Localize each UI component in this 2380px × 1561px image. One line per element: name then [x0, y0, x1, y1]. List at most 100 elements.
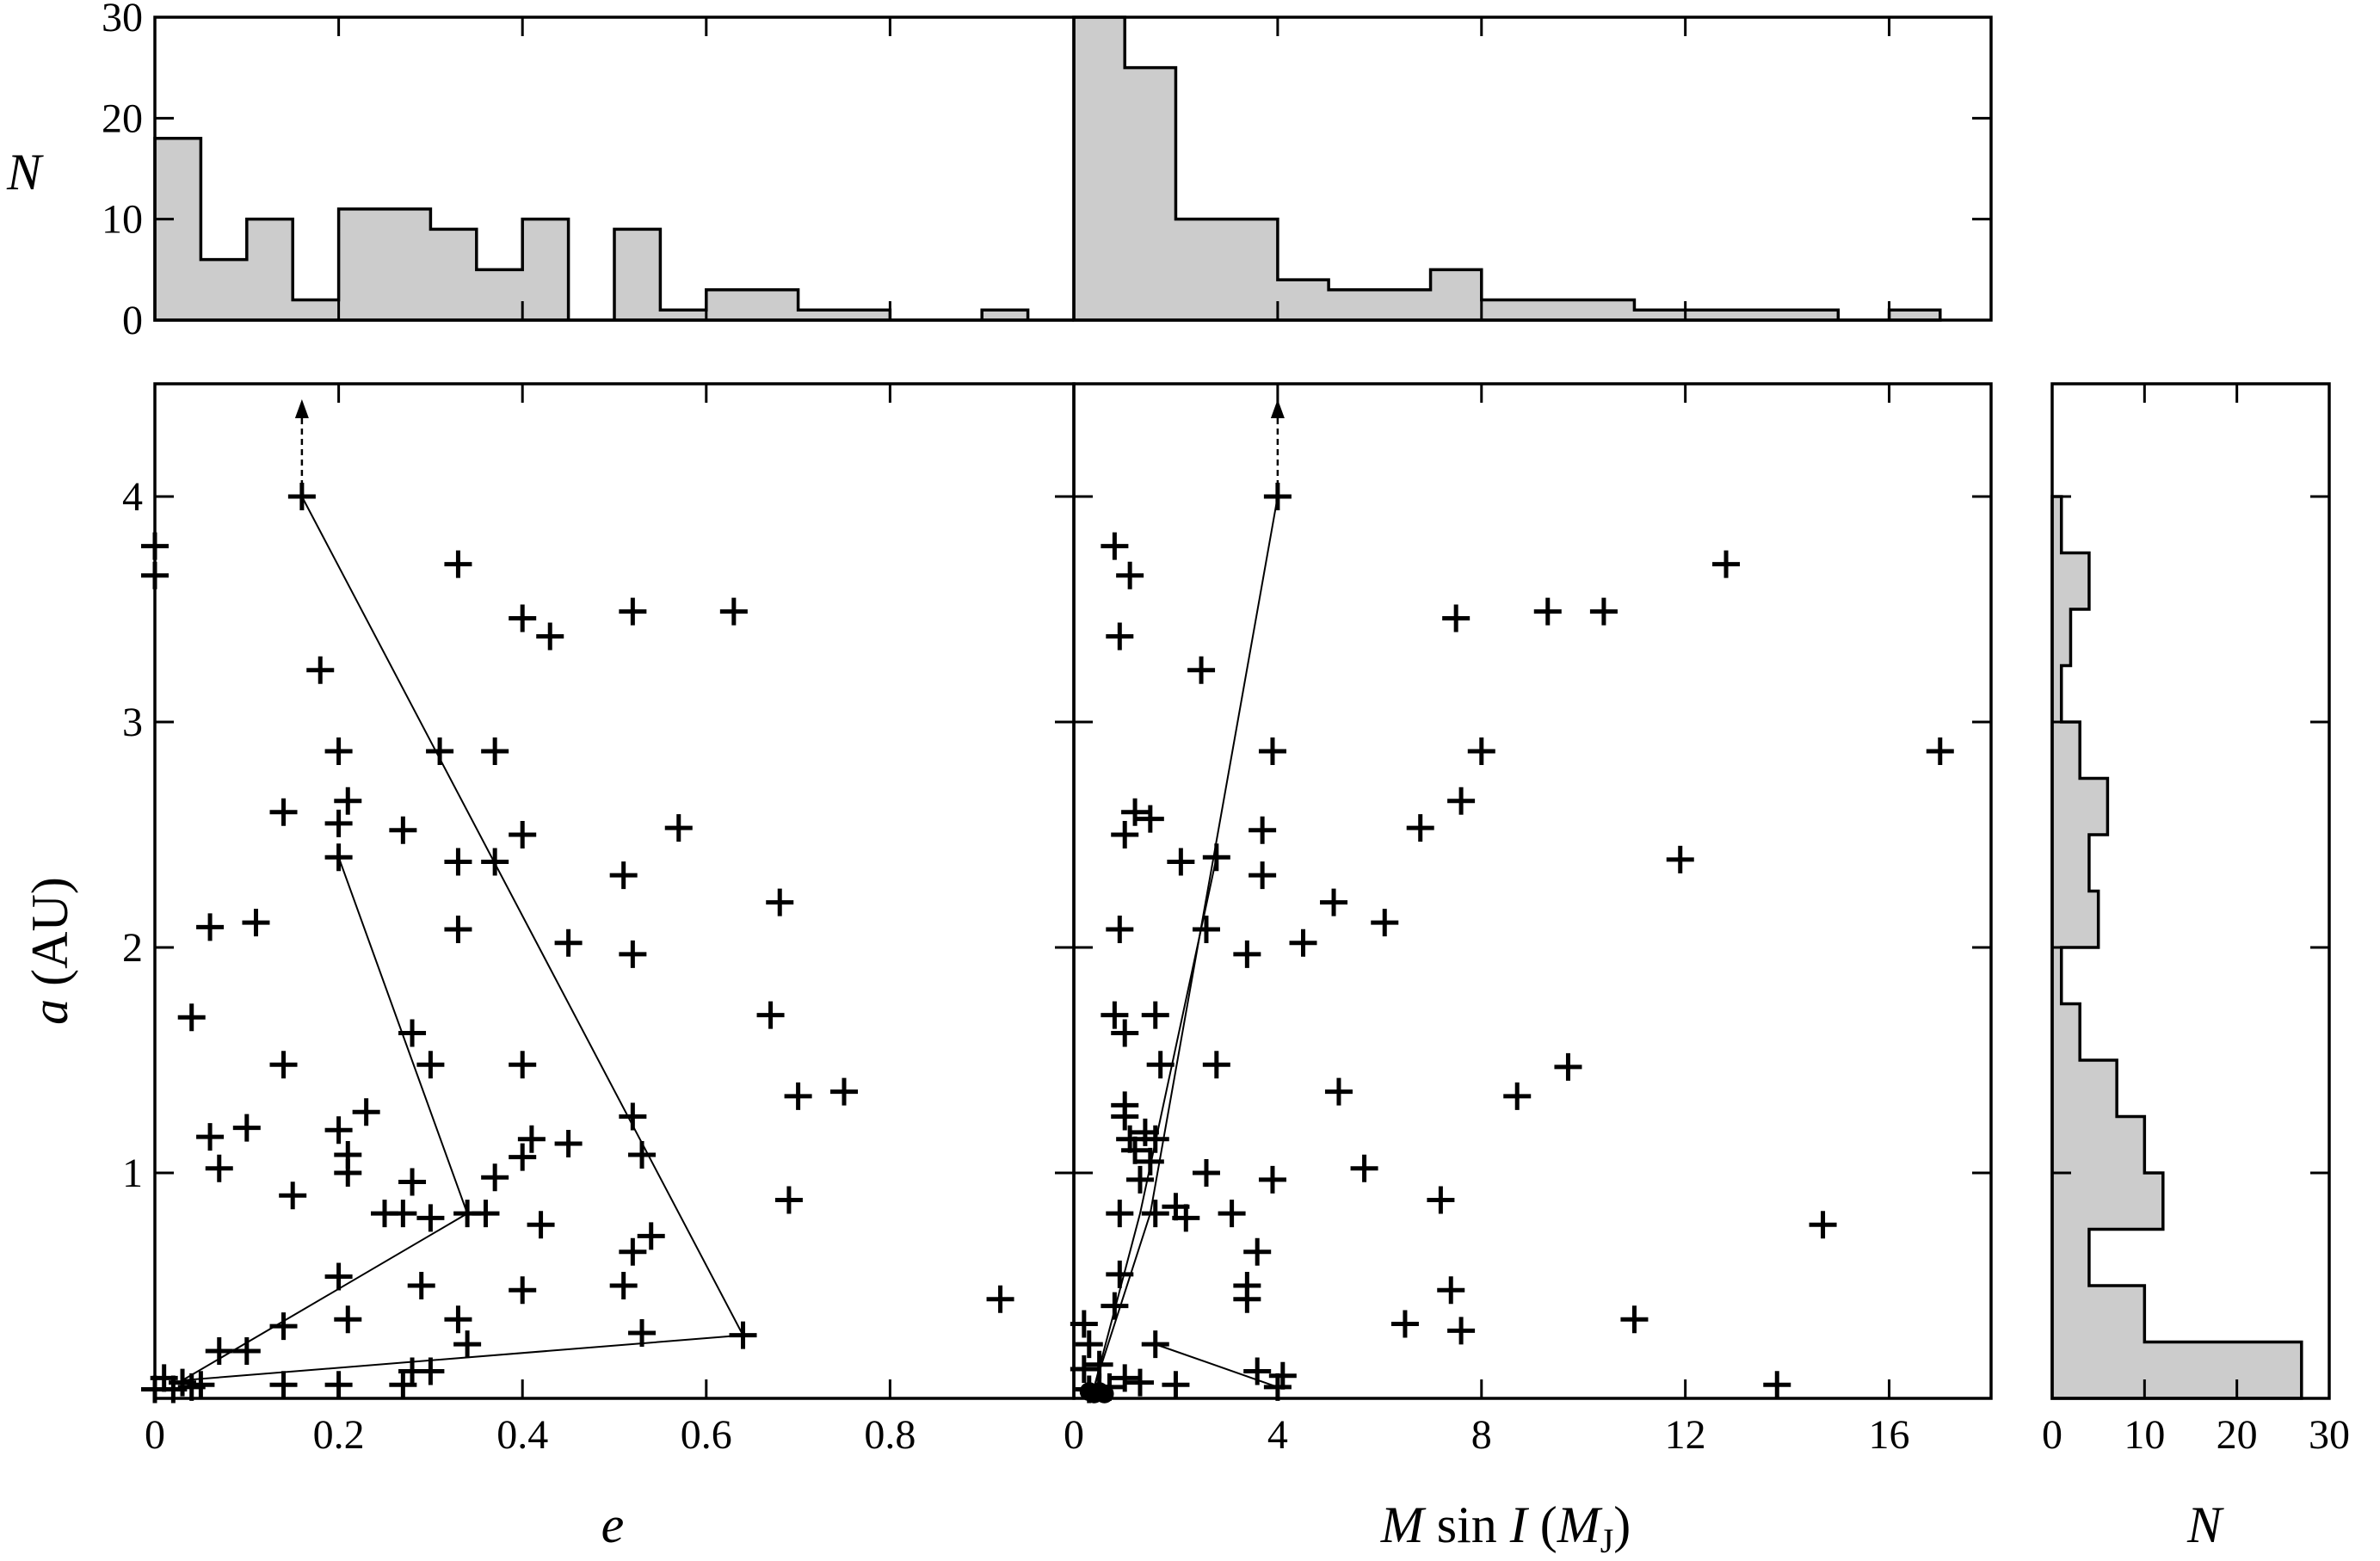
scatter-m-point — [1111, 821, 1139, 848]
scatter-e-point — [619, 940, 647, 968]
scatter-m-point — [1101, 532, 1129, 560]
scatter-m-point — [1233, 1285, 1261, 1313]
scatter-m-frame — [1072, 382, 1993, 1400]
hist-a-frame — [2050, 382, 2331, 1400]
scatter-m-point — [1111, 1364, 1139, 1392]
scatter-e-point — [481, 1163, 509, 1192]
scatter-e-track-line — [182, 856, 469, 1381]
scatter-ytick-label: 2 — [122, 925, 143, 971]
scatter-m-point — [1192, 1159, 1220, 1187]
scatter-m-point — [1070, 1354, 1098, 1383]
scatter-m-point — [1324, 1077, 1353, 1106]
scatter-e-point — [389, 816, 417, 844]
scatter-m-point — [1233, 940, 1261, 968]
scatter-m-point — [1111, 1019, 1139, 1047]
hist-top-ytick-label: 0 — [122, 298, 143, 343]
scatter-m-x-title: M sin I (MJ) — [1380, 1496, 1631, 1560]
scatter-m-point — [1136, 805, 1164, 833]
scatter-m-point-filled — [1094, 1384, 1114, 1404]
scatter-m-point — [1249, 861, 1277, 890]
scatter-m-point — [1116, 561, 1144, 589]
scatter-e-point — [756, 1001, 785, 1029]
scatter-e-point — [287, 483, 316, 510]
scatter-e-point — [426, 737, 454, 766]
scatter-e-point — [766, 888, 794, 916]
scatter-m-xtick-label: 16 — [1869, 1412, 1910, 1458]
scatter-e-point — [509, 1276, 537, 1305]
scatter-m-point — [1243, 1357, 1272, 1385]
hist-a-xtick-label: 30 — [2309, 1412, 2350, 1458]
scatter-m-point — [1447, 1317, 1476, 1345]
scatter-e-xtick-label: 0 — [145, 1412, 165, 1458]
scatter-m-point — [1202, 1051, 1230, 1079]
scatter-ytick-label: 4 — [122, 474, 143, 520]
hist-e-bars — [153, 137, 1074, 322]
hist-a-xtick-label: 10 — [2124, 1412, 2165, 1458]
scatter-m-track-line — [1093, 856, 1218, 1388]
scatter-e-point — [509, 604, 537, 632]
scatter-m-point — [1249, 816, 1277, 844]
scatter-e-point — [664, 814, 693, 842]
hist-m-bars — [1072, 15, 1942, 322]
scatter-ytick-label: 3 — [122, 700, 143, 745]
scatter-e-point — [324, 1371, 353, 1399]
hist-a-x-title: N — [2186, 1496, 2224, 1553]
scatter-e-point — [232, 1336, 261, 1365]
scatter-e-track-line — [182, 496, 745, 1382]
scatter-e-point — [719, 597, 748, 626]
scatter-e-point — [416, 1204, 445, 1232]
hist-top-ytick-label: 30 — [102, 0, 143, 40]
scatter-e-point — [444, 848, 472, 876]
scatter-m-point — [1390, 1310, 1419, 1338]
scatter-e-xtick-label: 0.4 — [496, 1412, 548, 1458]
scatter-e-point — [269, 798, 298, 826]
scatter-m-point — [1106, 1200, 1134, 1228]
scatter-m-point — [1666, 845, 1694, 873]
scatter-e-point — [536, 622, 564, 651]
scatter-m-arrow-head — [1270, 399, 1285, 418]
scatter-e-point — [774, 1186, 803, 1214]
scatter-m-point — [1620, 1305, 1649, 1334]
scatter-m-point — [1289, 929, 1317, 957]
scatter-m-point — [1167, 848, 1195, 876]
scatter-e-point — [389, 1371, 417, 1399]
scatter-m-point — [1121, 798, 1150, 826]
scatter-e-point — [269, 1051, 298, 1079]
hist-top-ytick-label: 20 — [102, 96, 143, 141]
scatter-e-point — [554, 929, 583, 957]
scatter-m-point — [1350, 1154, 1378, 1182]
scatter-e-point — [177, 1373, 206, 1401]
scatter-e-point — [509, 821, 537, 848]
hist-top-ytick-label: 10 — [102, 197, 143, 243]
scatter-m-xtick-label: 4 — [1267, 1412, 1288, 1458]
scatter-m-point — [1320, 888, 1348, 916]
scatter-e-point — [141, 561, 169, 589]
scatter-m-point — [1427, 1186, 1455, 1214]
scatter-e-xtick-label: 0.8 — [864, 1412, 916, 1458]
scatter-e-point — [398, 1168, 427, 1196]
scatter-e-point — [637, 1222, 665, 1250]
scatter-m-point — [1926, 737, 1954, 766]
scatter-m-point — [1263, 483, 1292, 510]
scatter-e-point — [444, 1305, 472, 1334]
scatter-e-point — [609, 861, 638, 890]
scatter-e-point — [619, 1237, 647, 1266]
scatter-e-point — [609, 1272, 638, 1299]
scatter-e-point — [324, 1116, 353, 1145]
scatter-e-point — [352, 1098, 380, 1126]
scatter-e-point — [619, 597, 647, 626]
scatter-m-point — [1192, 916, 1220, 944]
scatter-m-xtick-label: 8 — [1471, 1412, 1492, 1458]
scatter-e-point — [509, 1143, 537, 1171]
scatter-e-point — [444, 916, 472, 944]
scatter-m-point — [1712, 550, 1741, 578]
scatter-e-point — [453, 1330, 482, 1359]
hist-a-xtick-label: 0 — [2042, 1412, 2062, 1458]
scatter-e-point — [527, 1211, 555, 1239]
scatter-ytick-label: 1 — [122, 1151, 143, 1196]
scatter-e-point — [334, 787, 362, 815]
scatter-e-point — [628, 1319, 657, 1348]
scatter-m-point — [1442, 604, 1471, 632]
scatter-m-point — [1106, 1260, 1134, 1288]
